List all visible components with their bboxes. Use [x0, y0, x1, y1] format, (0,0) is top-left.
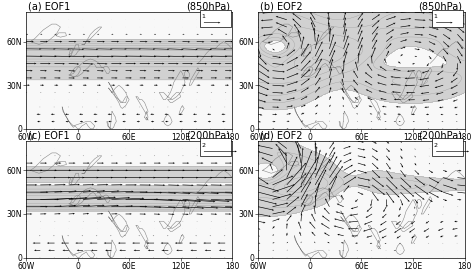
Text: (c) EOF1: (c) EOF1 [28, 130, 70, 140]
Text: (200hPa): (200hPa) [186, 130, 230, 140]
Text: (850hPa): (850hPa) [186, 1, 230, 11]
Bar [432, 9, 463, 27]
Bar [200, 9, 230, 27]
Text: (d) EOF2: (d) EOF2 [260, 130, 303, 140]
Text: (850hPa): (850hPa) [419, 1, 463, 11]
Text: (b) EOF2: (b) EOF2 [260, 1, 303, 11]
Bar [200, 138, 230, 156]
Text: 2: 2 [434, 143, 438, 148]
Text: (a) EOF1: (a) EOF1 [28, 1, 70, 11]
Text: 1: 1 [201, 14, 205, 19]
Text: 2: 2 [201, 143, 205, 148]
Bar [432, 138, 463, 156]
Text: 1: 1 [434, 14, 438, 19]
Text: (200hPa): (200hPa) [419, 130, 463, 140]
